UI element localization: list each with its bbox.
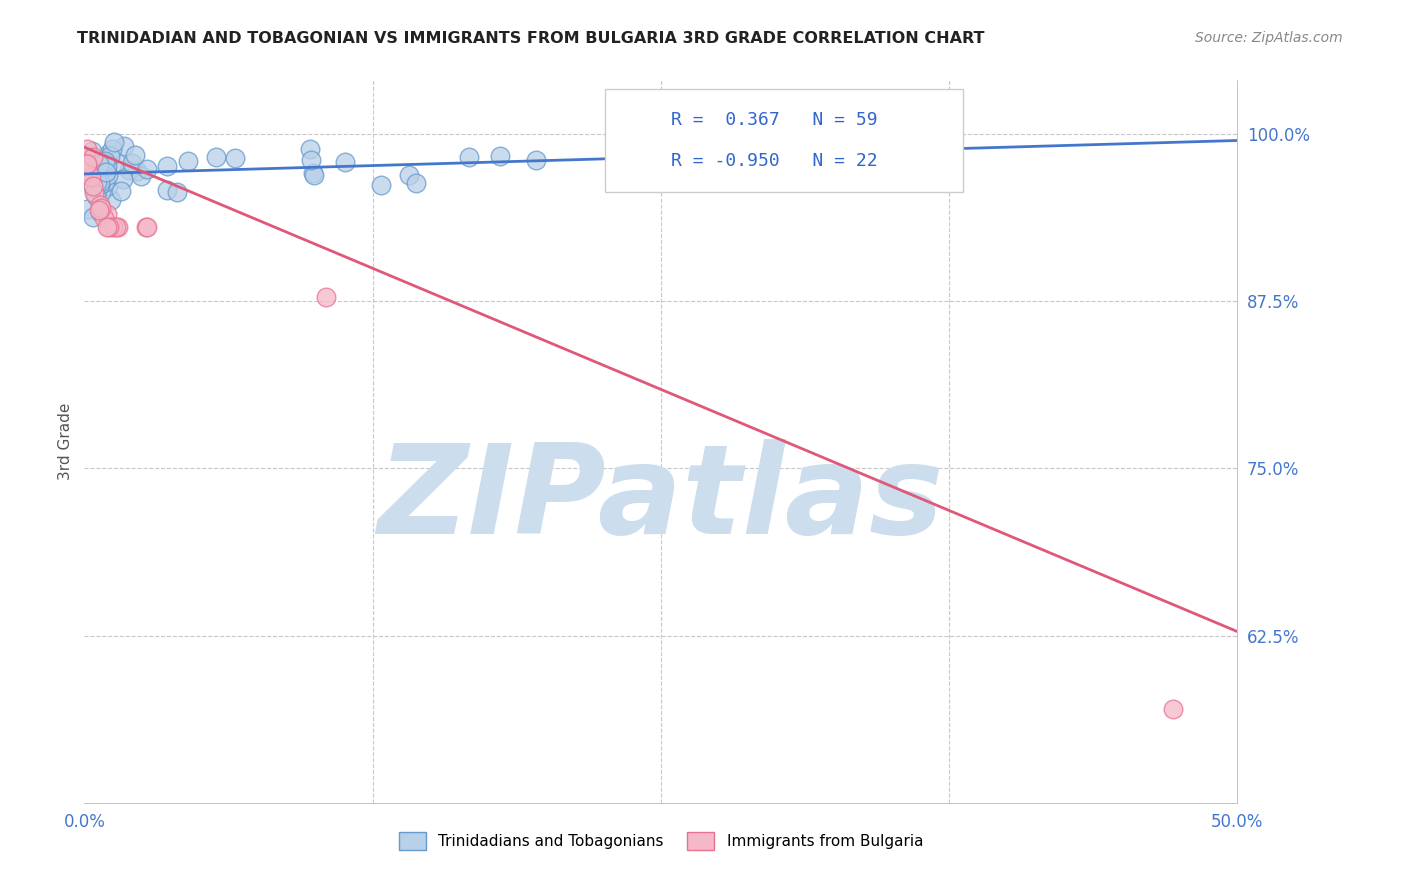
Point <box>136 220 159 235</box>
Point <box>83 186 105 200</box>
Point <box>82 178 104 193</box>
Point <box>82 210 104 224</box>
Point <box>129 169 152 184</box>
Point <box>136 161 159 176</box>
Point <box>89 205 111 219</box>
Point <box>524 153 547 168</box>
Point <box>77 164 100 178</box>
Point <box>398 169 420 183</box>
Point <box>86 175 108 189</box>
Point <box>89 198 111 212</box>
Point <box>125 164 148 178</box>
Point <box>76 164 98 178</box>
Point <box>112 139 135 153</box>
Point <box>124 147 146 161</box>
Point <box>97 168 120 182</box>
Point <box>105 155 128 169</box>
Point <box>93 211 115 226</box>
Point <box>298 142 321 156</box>
Text: ZIPatlas: ZIPatlas <box>378 439 943 560</box>
Point <box>304 168 326 182</box>
Point <box>84 187 107 202</box>
Point <box>89 202 111 217</box>
Point <box>315 290 337 304</box>
Point <box>76 156 98 170</box>
Point <box>100 193 122 207</box>
Point <box>76 169 98 183</box>
Y-axis label: 3rd Grade: 3rd Grade <box>58 403 73 480</box>
Point <box>76 141 98 155</box>
Point <box>84 173 107 187</box>
Point <box>103 220 125 235</box>
Point <box>89 175 111 189</box>
Point <box>156 159 179 173</box>
Point <box>335 155 357 169</box>
Point <box>80 170 103 185</box>
Point <box>110 184 132 198</box>
Text: TRINIDADIAN AND TOBAGONIAN VS IMMIGRANTS FROM BULGARIA 3RD GRADE CORRELATION CHA: TRINIDADIAN AND TOBAGONIAN VS IMMIGRANTS… <box>77 31 984 46</box>
Point <box>89 178 111 193</box>
Point <box>90 202 112 216</box>
Point <box>79 162 101 177</box>
Point <box>76 157 98 171</box>
Point <box>97 146 120 161</box>
Point <box>693 161 716 176</box>
Point <box>82 180 104 194</box>
Point <box>96 159 118 173</box>
Point <box>90 185 112 199</box>
Point <box>1161 702 1184 716</box>
Point <box>84 189 107 203</box>
Text: R =  0.367   N = 59: R = 0.367 N = 59 <box>671 111 877 128</box>
Point <box>135 220 157 235</box>
Legend: Trinidadians and Tobagonians, Immigrants from Bulgaria: Trinidadians and Tobagonians, Immigrants… <box>392 826 929 856</box>
Text: R = -0.950   N = 22: R = -0.950 N = 22 <box>671 153 877 170</box>
Point <box>166 186 188 200</box>
Point <box>489 149 512 163</box>
Point <box>302 166 325 180</box>
Point <box>76 202 98 216</box>
Point <box>118 163 141 178</box>
Point <box>101 142 124 156</box>
Point <box>98 220 121 235</box>
Point <box>177 153 200 168</box>
Point <box>96 220 118 235</box>
Point <box>94 165 117 179</box>
Point <box>97 178 120 193</box>
Point <box>82 144 104 158</box>
Point <box>94 153 117 168</box>
Point <box>458 150 481 164</box>
Point <box>156 183 179 197</box>
Point <box>96 156 118 170</box>
Point <box>111 172 134 186</box>
Point <box>76 168 98 182</box>
Text: Source: ZipAtlas.com: Source: ZipAtlas.com <box>1195 31 1343 45</box>
Point <box>405 176 427 190</box>
Point <box>224 152 246 166</box>
Point <box>94 175 117 189</box>
Point <box>82 151 104 165</box>
Point <box>205 150 228 164</box>
Point <box>98 149 121 163</box>
Point <box>370 178 392 192</box>
Point <box>766 155 789 169</box>
Point <box>299 153 322 167</box>
Point <box>93 172 115 186</box>
Point <box>96 207 118 221</box>
Point <box>121 156 143 170</box>
Point <box>107 220 129 235</box>
Point <box>104 220 127 235</box>
Point <box>103 136 125 150</box>
Point <box>89 157 111 171</box>
